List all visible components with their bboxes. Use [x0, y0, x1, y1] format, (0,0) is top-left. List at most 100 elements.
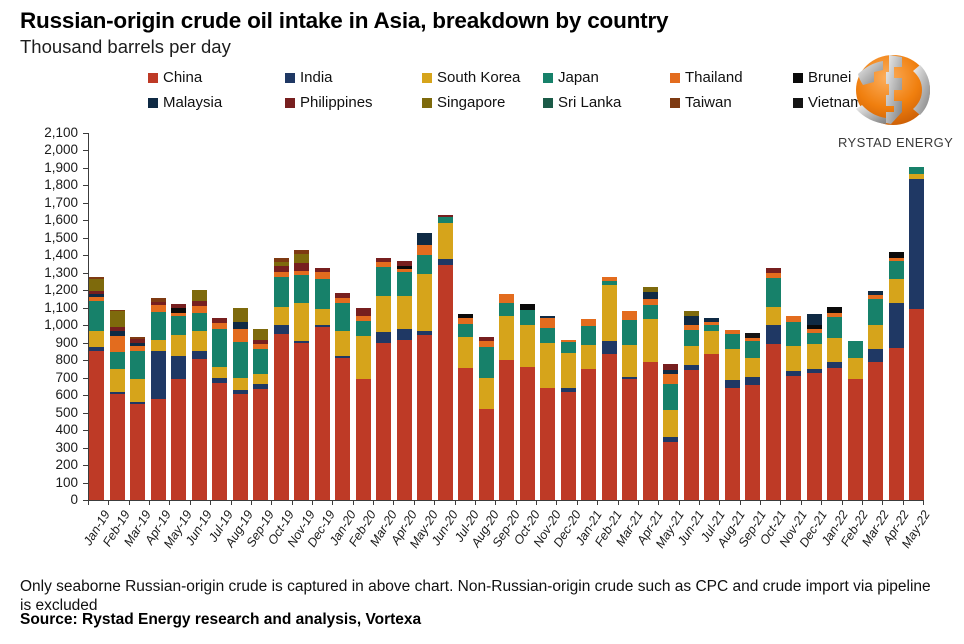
segment-india — [601, 340, 617, 355]
segment-south-korea — [704, 331, 719, 355]
legend-swatch-icon — [422, 72, 432, 83]
segment-south-korea — [109, 368, 125, 392]
segment-thailand — [355, 316, 371, 322]
bar-Jul-19 — [212, 317, 227, 500]
segment-south-korea — [458, 336, 473, 368]
segment-china — [355, 379, 371, 500]
segment-south-korea — [663, 410, 678, 437]
segment-thailand — [601, 276, 617, 282]
segment-brunei — [519, 304, 535, 311]
segment-singapore — [294, 254, 309, 263]
y-tick — [83, 447, 88, 449]
x-tick — [576, 501, 578, 505]
segment-china — [745, 384, 760, 500]
segment-india — [417, 331, 432, 335]
segment-china — [663, 441, 678, 500]
footnote: Only seaborne Russian-origin crude is ca… — [20, 578, 931, 614]
segment-south-korea — [745, 357, 760, 377]
legend-swatch-icon — [543, 97, 553, 108]
y-tick — [83, 377, 88, 379]
segment-malaysia — [232, 321, 248, 330]
segment-china — [417, 334, 432, 500]
y-tick — [83, 430, 88, 432]
segment-japan — [130, 350, 145, 379]
y-tick-label: 900 — [55, 334, 78, 350]
segment-philippines — [396, 260, 412, 267]
segment-philippines — [335, 292, 350, 299]
segment-philippines — [376, 257, 391, 263]
x-tick — [271, 501, 273, 505]
bar-Oct-21 — [765, 267, 781, 500]
y-tick — [83, 272, 88, 274]
legend-label: Philippines — [300, 94, 373, 111]
bar-Nov-21 — [786, 315, 801, 500]
segment-china — [642, 361, 658, 500]
x-tick — [312, 501, 314, 505]
bar-Feb-19 — [109, 309, 125, 500]
legend-item-japan: Japan — [543, 69, 670, 86]
segment-south-korea — [540, 343, 555, 389]
segment-china — [909, 309, 924, 500]
segment-japan — [458, 324, 473, 337]
segment-thailand — [581, 319, 596, 326]
segment-thailand — [417, 244, 432, 256]
segment-japan — [355, 321, 371, 336]
x-tick — [597, 501, 599, 505]
x-tick — [739, 501, 741, 505]
y-tick — [83, 185, 88, 187]
y-tick-label: 1,300 — [44, 264, 78, 280]
y-tick — [83, 255, 88, 257]
segment-malaysia — [868, 290, 883, 296]
segment-south-korea — [724, 349, 740, 380]
bar-Sep-19 — [253, 329, 268, 500]
y-tick-label: 1,000 — [44, 317, 78, 333]
x-tick — [760, 501, 762, 505]
segment-japan — [601, 281, 617, 286]
segment-thailand — [314, 272, 330, 279]
segment-china — [232, 394, 248, 500]
segment-china — [109, 394, 125, 500]
legend-label: Thailand — [685, 69, 743, 86]
segment-thailand — [150, 305, 166, 312]
segment-thailand — [827, 313, 842, 317]
segment-japan — [581, 325, 596, 345]
segment-taiwan — [109, 309, 125, 312]
segment-thailand — [335, 298, 350, 303]
segment-india — [806, 368, 822, 374]
segment-thailand — [683, 325, 699, 330]
y-tick — [83, 395, 88, 397]
x-tick — [861, 501, 863, 505]
segment-thailand — [171, 312, 186, 316]
legend-item-vietnam: Vietnam — [793, 94, 903, 111]
segment-india — [622, 376, 637, 380]
y-tick-label: 1,700 — [44, 194, 78, 210]
segment-japan — [847, 340, 863, 359]
legend-swatch-icon — [793, 97, 803, 108]
y-tick-label: 500 — [55, 404, 78, 420]
bar-Jun-21 — [683, 311, 699, 500]
segment-japan — [109, 352, 125, 369]
segment-philippines — [273, 265, 289, 272]
segment-malaysia — [642, 292, 658, 300]
bar-Apr-19 — [150, 297, 166, 500]
segment-taiwan — [150, 297, 166, 302]
segment-singapore — [109, 311, 125, 328]
segment-south-korea — [806, 344, 822, 369]
segment-south-korea — [335, 331, 350, 356]
segment-thailand — [232, 329, 248, 342]
segment-thailand — [663, 374, 678, 385]
x-tick — [780, 501, 782, 505]
segment-india — [745, 376, 760, 385]
segment-china — [560, 391, 576, 500]
legend-swatch-icon — [285, 72, 295, 83]
x-tick — [88, 501, 89, 505]
segment-japan — [437, 217, 453, 224]
bar-Jan-19 — [89, 277, 104, 500]
x-tick — [536, 501, 538, 505]
segment-south-korea — [417, 273, 432, 332]
segment-thailand — [499, 294, 514, 304]
segment-japan — [314, 278, 330, 309]
x-tick — [902, 501, 904, 505]
segment-south-korea — [847, 358, 863, 380]
segment-philippines — [89, 291, 104, 294]
